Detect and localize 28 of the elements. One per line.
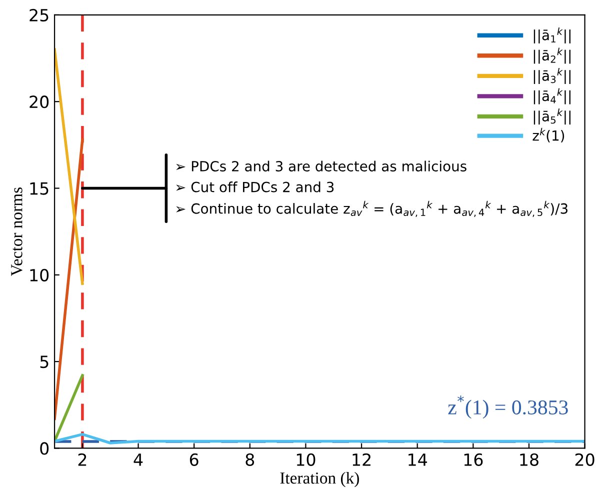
x-tick-label: 18 — [520, 453, 538, 466]
y-tick-label: 25 — [30, 8, 48, 22]
legend-label: ||ā$_{4}$$^{k}$|| — [534, 88, 570, 104]
legend-label: ||ā$_{3}$$^{k}$|| — [534, 68, 570, 84]
annotation: ➢ Cut off PDCs 2 and 3 — [176, 182, 334, 192]
x-tick-label: 8 — [246, 453, 254, 466]
legend-label: ||ā$_{5}$$^{k}$|| — [534, 108, 570, 125]
legend-label: ||ā$_{1}$$^{k}$|| — [534, 27, 570, 44]
legend-label: z$^{k}$(1) — [532, 128, 564, 142]
x-tick-label: 10 — [296, 453, 316, 466]
x-tick-label: 12 — [352, 453, 370, 466]
x-axis-title: Iteration (k) — [280, 472, 359, 488]
x-tick-label: 14 — [408, 454, 428, 466]
x-tick-label: 16 — [464, 453, 483, 466]
x-tick-label: 20 — [575, 453, 594, 466]
y-tick-label: 10 — [30, 268, 49, 282]
y-tick-label: 5 — [40, 356, 48, 368]
legend-label: ||ā$_{2}$$^{k}$|| — [534, 48, 570, 64]
x-tick-label: 2 — [78, 453, 86, 466]
y-tick-label: 0 — [40, 442, 49, 455]
ref-line-label: z$^{*}$(1) = 0.3853 — [448, 395, 568, 419]
y-axis-title: Vector norms — [11, 188, 22, 276]
x-tick-label: 4 — [134, 454, 143, 466]
x-tick-label: 6 — [190, 453, 198, 466]
y-tick-label: 20 — [30, 96, 49, 108]
text: ➢ Continue to calculate z$_{av}$$^{k}$ = (a$_{av,1}$$^{k}$ + a$_{av,4}$$^{k}$ + a$_{av,5}$$^{k}$)/3 — [176, 200, 568, 218]
annotation: ➢ PDCs 2 and 3 are detected as malicious — [176, 160, 466, 172]
y-tick-label: 15 — [30, 182, 48, 195]
